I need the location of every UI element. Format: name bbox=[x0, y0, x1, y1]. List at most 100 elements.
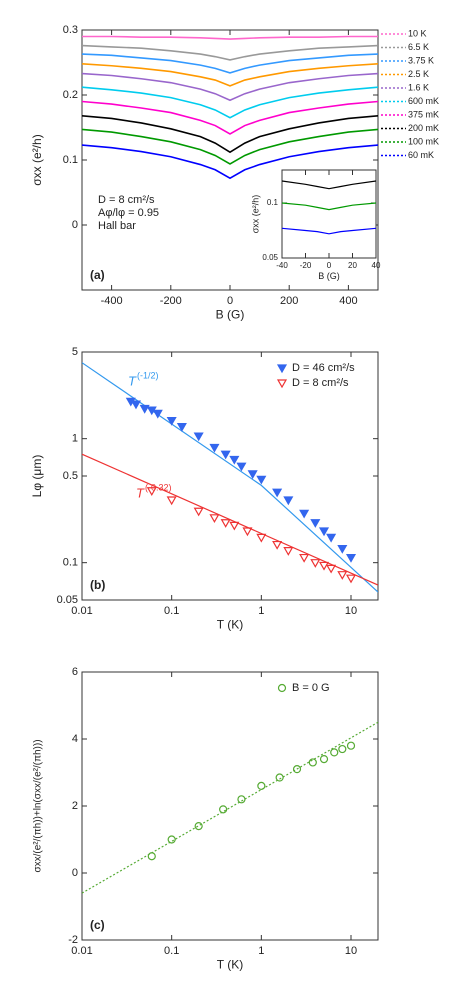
data-point bbox=[345, 553, 357, 563]
annotation: Hall bar bbox=[98, 220, 136, 232]
fit-line bbox=[82, 721, 378, 894]
y-axis-label: σxx (e²/h) bbox=[250, 195, 260, 234]
legend-label: 375 mK bbox=[408, 109, 439, 119]
data-point bbox=[147, 852, 156, 861]
panel-label: (b) bbox=[90, 578, 105, 592]
curve bbox=[82, 144, 378, 180]
curve bbox=[82, 86, 378, 119]
data-point bbox=[167, 835, 176, 844]
x-tick-label: 200 bbox=[280, 295, 298, 307]
x-tick-label: 0.1 bbox=[164, 945, 179, 957]
data-point bbox=[256, 533, 267, 543]
data-point bbox=[308, 758, 317, 767]
x-tick-label: -200 bbox=[160, 295, 182, 307]
legend-label: 200 mK bbox=[408, 123, 439, 133]
data-point bbox=[229, 521, 240, 531]
y-tick-label: 6 bbox=[72, 666, 78, 678]
data-point bbox=[146, 487, 157, 496]
data-point bbox=[337, 544, 348, 554]
legend-label: 600 mK bbox=[408, 96, 439, 106]
y-tick-label: 0.1 bbox=[63, 154, 78, 166]
data-point bbox=[310, 519, 321, 528]
data-point bbox=[283, 547, 294, 556]
data-point bbox=[319, 754, 329, 764]
data-point bbox=[310, 559, 321, 568]
annotation: D = 8 cm²/s bbox=[98, 194, 155, 206]
y-tick-label: 0 bbox=[72, 219, 78, 231]
curve bbox=[282, 227, 376, 235]
y-tick-label: 0.2 bbox=[63, 89, 78, 101]
x-tick-label: 1 bbox=[258, 945, 264, 957]
legend-label: 3.75 K bbox=[408, 55, 434, 65]
x-axis-label: T (K) bbox=[217, 617, 243, 631]
data-point bbox=[166, 496, 177, 506]
y-tick-label: 5 bbox=[72, 346, 78, 358]
curve bbox=[282, 202, 376, 211]
panel-label: (c) bbox=[90, 918, 105, 932]
data-point bbox=[283, 496, 294, 506]
data-point bbox=[209, 443, 220, 453]
x-axis-label: B (G) bbox=[318, 271, 340, 281]
x-axis-label: B (G) bbox=[216, 307, 245, 321]
legend-label: 1.6 K bbox=[408, 82, 429, 92]
data-point bbox=[292, 765, 302, 774]
data-point bbox=[130, 400, 142, 410]
x-tick-label: 0 bbox=[327, 261, 332, 270]
data-point bbox=[272, 540, 283, 550]
legend-label: 6.5 K bbox=[408, 42, 429, 52]
data-point bbox=[346, 741, 356, 750]
data-point bbox=[229, 455, 240, 465]
data-point bbox=[193, 432, 204, 442]
data-point bbox=[337, 571, 348, 580]
fit-label-exponent: (-0.32) bbox=[145, 482, 172, 492]
plot-frame bbox=[81, 671, 379, 941]
curve bbox=[82, 72, 378, 102]
curve bbox=[82, 44, 378, 61]
data-point bbox=[318, 561, 330, 571]
legend-label: 10 K bbox=[408, 28, 427, 38]
data-point bbox=[318, 527, 330, 537]
curve bbox=[82, 100, 378, 135]
plot-frame bbox=[281, 169, 377, 259]
y-tick-label: 0.1 bbox=[267, 198, 279, 207]
x-tick-label: -20 bbox=[300, 261, 312, 270]
curve bbox=[282, 180, 376, 190]
y-tick-label: 0.05 bbox=[57, 594, 78, 606]
legend-label: 60 mK bbox=[408, 150, 434, 160]
legend-label: D = 8 cm²/s bbox=[292, 377, 349, 389]
data-point bbox=[193, 507, 204, 517]
y-tick-label: 0 bbox=[72, 867, 78, 879]
curve bbox=[82, 35, 378, 40]
x-tick-label: -400 bbox=[101, 295, 123, 307]
y-tick-label: 0.05 bbox=[262, 253, 278, 262]
data-point bbox=[256, 475, 267, 485]
y-axis-label: Lφ (μm) bbox=[30, 455, 44, 498]
data-point bbox=[272, 488, 283, 498]
data-point bbox=[326, 564, 337, 574]
y-axis-label: σxx (e²/h) bbox=[30, 134, 44, 185]
data-point bbox=[194, 821, 203, 831]
panel-label: (a) bbox=[90, 268, 105, 282]
curve bbox=[82, 63, 378, 87]
legend-label: 2.5 K bbox=[408, 69, 429, 79]
data-point bbox=[247, 470, 258, 480]
y-tick-label: 0.5 bbox=[63, 470, 78, 482]
plot-frame bbox=[81, 351, 379, 601]
x-tick-label: 20 bbox=[348, 261, 357, 270]
fit-label: T bbox=[128, 373, 137, 388]
data-point bbox=[237, 795, 246, 804]
x-tick-label: 1 bbox=[258, 605, 264, 617]
data-point bbox=[299, 553, 310, 563]
data-point bbox=[299, 509, 310, 519]
x-tick-label: 0.01 bbox=[71, 945, 92, 957]
y-tick-label: 0.1 bbox=[63, 557, 78, 569]
data-point bbox=[242, 527, 253, 537]
legend-marker bbox=[277, 683, 287, 693]
data-point bbox=[219, 805, 228, 814]
x-tick-label: 40 bbox=[372, 261, 381, 270]
data-point bbox=[152, 409, 163, 419]
x-axis-label: T (K) bbox=[217, 957, 243, 971]
y-tick-label: 2 bbox=[72, 800, 78, 812]
data-point bbox=[257, 781, 266, 791]
